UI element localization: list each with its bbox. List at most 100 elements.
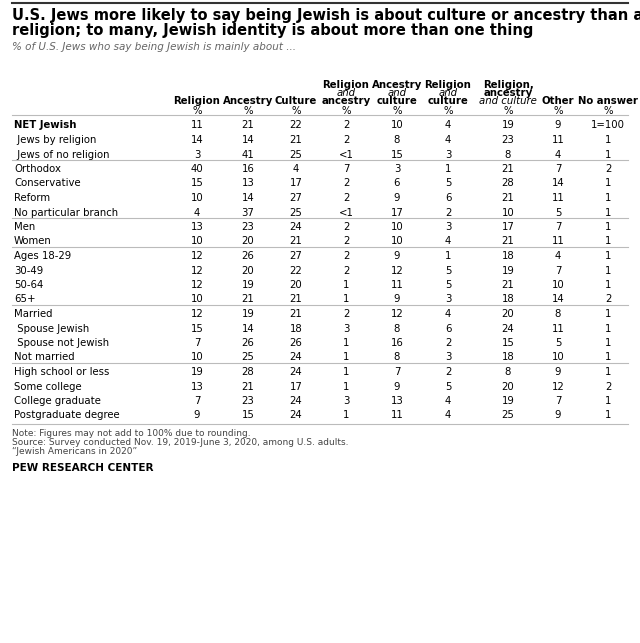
Text: 1: 1 xyxy=(605,222,611,232)
Text: Religion,: Religion, xyxy=(483,80,533,89)
Text: 24: 24 xyxy=(290,396,302,406)
Text: 9: 9 xyxy=(394,294,400,305)
Text: 15: 15 xyxy=(502,338,515,348)
Text: 21: 21 xyxy=(502,164,515,174)
Text: 11: 11 xyxy=(390,280,403,290)
Text: 13: 13 xyxy=(390,396,403,406)
Text: 3: 3 xyxy=(394,164,400,174)
Text: 8: 8 xyxy=(394,135,400,145)
Text: 21: 21 xyxy=(502,280,515,290)
Text: 7: 7 xyxy=(555,222,561,232)
Text: %: % xyxy=(192,106,202,116)
Text: 9: 9 xyxy=(394,381,400,392)
Text: 21: 21 xyxy=(502,237,515,246)
Text: Not married: Not married xyxy=(14,352,75,363)
Text: 12: 12 xyxy=(191,280,204,290)
Text: Spouse not Jewish: Spouse not Jewish xyxy=(14,338,109,348)
Text: culture: culture xyxy=(376,96,417,107)
Text: 11: 11 xyxy=(552,193,564,203)
Text: 5: 5 xyxy=(445,266,451,275)
Text: 10: 10 xyxy=(390,120,403,131)
Text: 12: 12 xyxy=(191,309,204,319)
Text: 14: 14 xyxy=(552,179,564,188)
Text: 18: 18 xyxy=(290,323,302,334)
Text: 8: 8 xyxy=(394,352,400,363)
Text: 1: 1 xyxy=(605,179,611,188)
Text: %: % xyxy=(392,106,402,116)
Text: 18: 18 xyxy=(502,352,515,363)
Text: 2: 2 xyxy=(343,120,349,131)
Text: 20: 20 xyxy=(242,266,254,275)
Text: 65+: 65+ xyxy=(14,294,36,305)
Text: 12: 12 xyxy=(191,251,204,261)
Text: 1: 1 xyxy=(343,381,349,392)
Text: 41: 41 xyxy=(242,150,254,159)
Text: NET Jewish: NET Jewish xyxy=(14,120,77,131)
Text: 1: 1 xyxy=(605,367,611,377)
Text: 8: 8 xyxy=(555,309,561,319)
Text: 2: 2 xyxy=(445,367,451,377)
Text: <1: <1 xyxy=(339,150,353,159)
Text: Religion: Religion xyxy=(323,80,369,89)
Text: 11: 11 xyxy=(552,323,564,334)
Text: Some college: Some college xyxy=(14,381,82,392)
Text: 4: 4 xyxy=(445,396,451,406)
Text: 6: 6 xyxy=(445,193,451,203)
Text: 21: 21 xyxy=(242,120,254,131)
Text: 5: 5 xyxy=(555,208,561,217)
Text: 11: 11 xyxy=(191,120,204,131)
Text: 10: 10 xyxy=(390,237,403,246)
Text: 10: 10 xyxy=(191,352,204,363)
Text: 3: 3 xyxy=(445,294,451,305)
Text: religion; to many, Jewish identity is about more than one thing: religion; to many, Jewish identity is ab… xyxy=(12,23,533,38)
Text: 19: 19 xyxy=(191,367,204,377)
Text: 50-64: 50-64 xyxy=(14,280,44,290)
Text: 4: 4 xyxy=(445,120,451,131)
Text: 7: 7 xyxy=(194,396,200,406)
Text: 3: 3 xyxy=(445,222,451,232)
Text: and: and xyxy=(337,88,355,98)
Text: Women: Women xyxy=(14,237,52,246)
Text: 2: 2 xyxy=(605,294,611,305)
Text: 1: 1 xyxy=(445,251,451,261)
Text: %: % xyxy=(444,106,452,116)
Text: 2: 2 xyxy=(343,193,349,203)
Text: 1: 1 xyxy=(343,294,349,305)
Text: 26: 26 xyxy=(289,338,303,348)
Text: 1: 1 xyxy=(605,309,611,319)
Text: 24: 24 xyxy=(290,367,302,377)
Text: 1: 1 xyxy=(605,193,611,203)
Text: 3: 3 xyxy=(343,396,349,406)
Text: 1: 1 xyxy=(605,352,611,363)
Text: 9: 9 xyxy=(555,367,561,377)
Text: 25: 25 xyxy=(241,352,255,363)
Text: Men: Men xyxy=(14,222,35,232)
Text: 20: 20 xyxy=(242,237,254,246)
Text: 19: 19 xyxy=(502,266,515,275)
Text: 1: 1 xyxy=(605,251,611,261)
Text: 5: 5 xyxy=(555,338,561,348)
Text: 21: 21 xyxy=(242,294,254,305)
Text: Other: Other xyxy=(541,96,574,107)
Text: 30-49: 30-49 xyxy=(14,266,44,275)
Text: %: % xyxy=(341,106,351,116)
Text: 1: 1 xyxy=(605,323,611,334)
Text: Ages 18-29: Ages 18-29 xyxy=(14,251,71,261)
Text: 3: 3 xyxy=(445,352,451,363)
Text: %: % xyxy=(291,106,301,116)
Text: 13: 13 xyxy=(242,179,254,188)
Text: 2: 2 xyxy=(343,135,349,145)
Text: 12: 12 xyxy=(390,266,403,275)
Text: 2: 2 xyxy=(343,237,349,246)
Text: 1: 1 xyxy=(605,396,611,406)
Text: 2: 2 xyxy=(343,179,349,188)
Text: 26: 26 xyxy=(241,251,255,261)
Text: 24: 24 xyxy=(290,222,302,232)
Text: 10: 10 xyxy=(390,222,403,232)
Text: 23: 23 xyxy=(502,135,515,145)
Text: 2: 2 xyxy=(605,381,611,392)
Text: 21: 21 xyxy=(290,294,302,305)
Text: 14: 14 xyxy=(242,323,254,334)
Text: 21: 21 xyxy=(290,309,302,319)
Text: 18: 18 xyxy=(502,251,515,261)
